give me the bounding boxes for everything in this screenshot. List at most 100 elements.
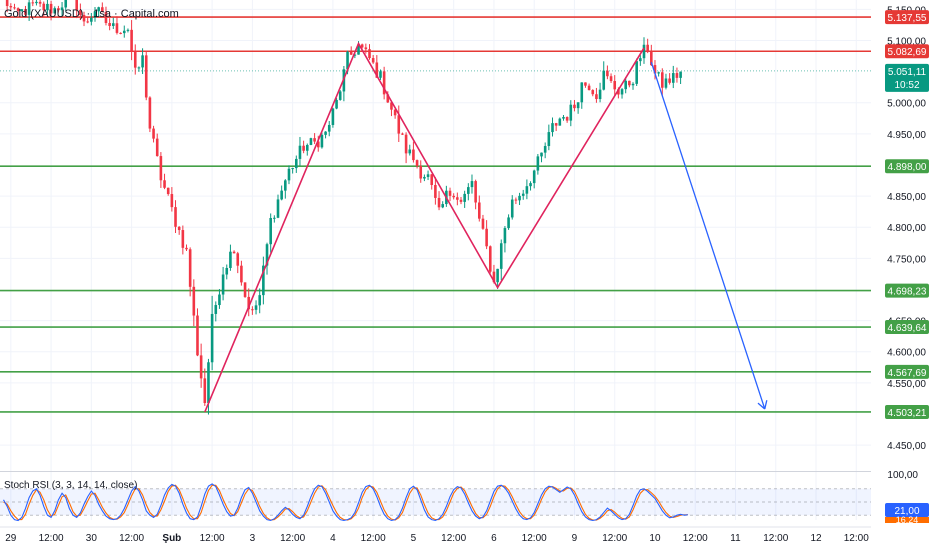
- level-price-resistance-1: 5.137,55: [888, 13, 927, 24]
- y-tick-label: 4.750,00: [887, 254, 926, 265]
- candle: [122, 25, 126, 38]
- candle: [159, 152, 163, 188]
- candle: [551, 117, 554, 137]
- x-tick-label: 12:00: [763, 533, 788, 544]
- candle: [430, 174, 434, 190]
- candle: [262, 256, 265, 305]
- candle: [119, 32, 122, 35]
- candle: [653, 60, 657, 80]
- candle: [364, 43, 368, 54]
- candle: [390, 102, 393, 117]
- candle: [79, 3, 82, 21]
- candle: [525, 179, 529, 200]
- x-tick-label: 12: [810, 533, 822, 544]
- candle: [657, 71, 660, 77]
- time-axis[interactable]: 29 12:00 30 12:00 Şub 12:00 3 12:00 4 12:00 5 12:00…: [0, 526, 871, 544]
- candle: [675, 67, 679, 83]
- candle: [42, 1, 46, 17]
- candle: [254, 300, 258, 315]
- candle: [155, 133, 159, 157]
- candle: [423, 174, 426, 182]
- candle: [580, 82, 584, 109]
- candle: [13, 3, 16, 10]
- candle: [412, 141, 415, 163]
- candle: [192, 279, 196, 327]
- candle: [53, 6, 57, 14]
- candle: [112, 17, 115, 30]
- candle: [269, 213, 272, 253]
- candle: [558, 117, 562, 126]
- candle: [130, 20, 133, 61]
- candle: [251, 306, 254, 315]
- candle: [671, 65, 675, 89]
- candle: [452, 193, 455, 200]
- stoch-title: Stoch RSI (3, 3, 14, 14, close): [4, 480, 137, 491]
- candle: [302, 140, 305, 154]
- candle: [46, 0, 49, 15]
- candle: [448, 187, 452, 202]
- candle: [338, 90, 342, 101]
- candle: [532, 169, 536, 189]
- candle: [573, 99, 576, 112]
- candle: [331, 107, 335, 128]
- stoch-top-label: 100,00: [887, 470, 918, 481]
- candle: [174, 200, 177, 234]
- bar-countdown: 10:52: [894, 80, 919, 91]
- candle: [488, 245, 492, 274]
- candle: [9, 3, 13, 12]
- x-tick-label: 12:00: [844, 533, 869, 544]
- candle: [543, 142, 547, 159]
- candle: [668, 73, 671, 85]
- x-tick-label: Şub: [162, 533, 181, 544]
- candle: [368, 44, 371, 60]
- x-tick-label: 6: [491, 533, 497, 544]
- candle: [185, 244, 188, 251]
- candle: [170, 187, 174, 212]
- candle: [232, 250, 236, 254]
- chart-title: Gold (XAUUSD) · 1sa · Capital.com: [4, 8, 179, 20]
- candle: [565, 116, 569, 123]
- price-grid: [0, 0, 871, 520]
- candle: [507, 214, 510, 230]
- candle: [639, 54, 642, 66]
- candle: [510, 195, 514, 220]
- candle: [75, 0, 78, 19]
- x-tick-label: 10: [649, 533, 661, 544]
- candle: [298, 136, 302, 166]
- candle: [133, 44, 137, 75]
- y-tick-label: 5.100,00: [887, 36, 926, 47]
- candle: [108, 18, 111, 31]
- x-tick-label: 5: [411, 533, 417, 544]
- candle: [236, 251, 240, 274]
- candle: [148, 96, 152, 133]
- candle: [459, 197, 463, 205]
- candle: [540, 152, 543, 163]
- candle: [218, 289, 221, 309]
- y-tick-label: 4.800,00: [887, 223, 926, 234]
- candle: [214, 301, 218, 322]
- current-price-value: 5.051,11: [888, 67, 927, 78]
- candle: [485, 220, 488, 250]
- stoch-k-line: [3, 483, 688, 522]
- candle: [547, 124, 551, 151]
- candle: [284, 179, 287, 199]
- candle: [181, 225, 185, 255]
- candle: [35, 0, 38, 6]
- level-price-support-4: 4.567,69: [888, 368, 927, 379]
- level-price-support-5: 4.503,21: [888, 408, 927, 419]
- candle: [20, 9, 24, 12]
- x-tick-label: 12:00: [200, 533, 225, 544]
- candle: [243, 282, 247, 298]
- pane-divider[interactable]: [0, 471, 932, 472]
- candle: [393, 109, 397, 119]
- candle: [144, 51, 148, 101]
- level-tag-support-3: [885, 320, 929, 335]
- candle: [631, 82, 635, 90]
- pattern-overlay: [204, 41, 768, 413]
- candle: [291, 167, 294, 174]
- x-tick-label: 30: [86, 533, 98, 544]
- candle: [57, 5, 60, 13]
- candle: [27, 0, 31, 21]
- candle: [474, 179, 477, 210]
